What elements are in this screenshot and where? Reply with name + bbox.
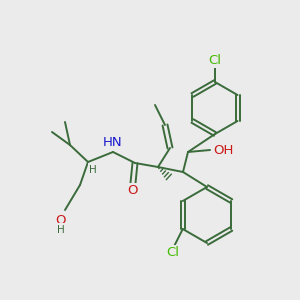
Text: Cl: Cl	[208, 53, 221, 67]
Text: Cl: Cl	[166, 247, 179, 260]
Text: OH: OH	[213, 143, 233, 157]
Text: O: O	[128, 184, 138, 197]
Text: H: H	[89, 165, 97, 175]
Text: H: H	[57, 225, 65, 235]
Text: HN: HN	[103, 136, 123, 148]
Text: O: O	[56, 214, 66, 226]
